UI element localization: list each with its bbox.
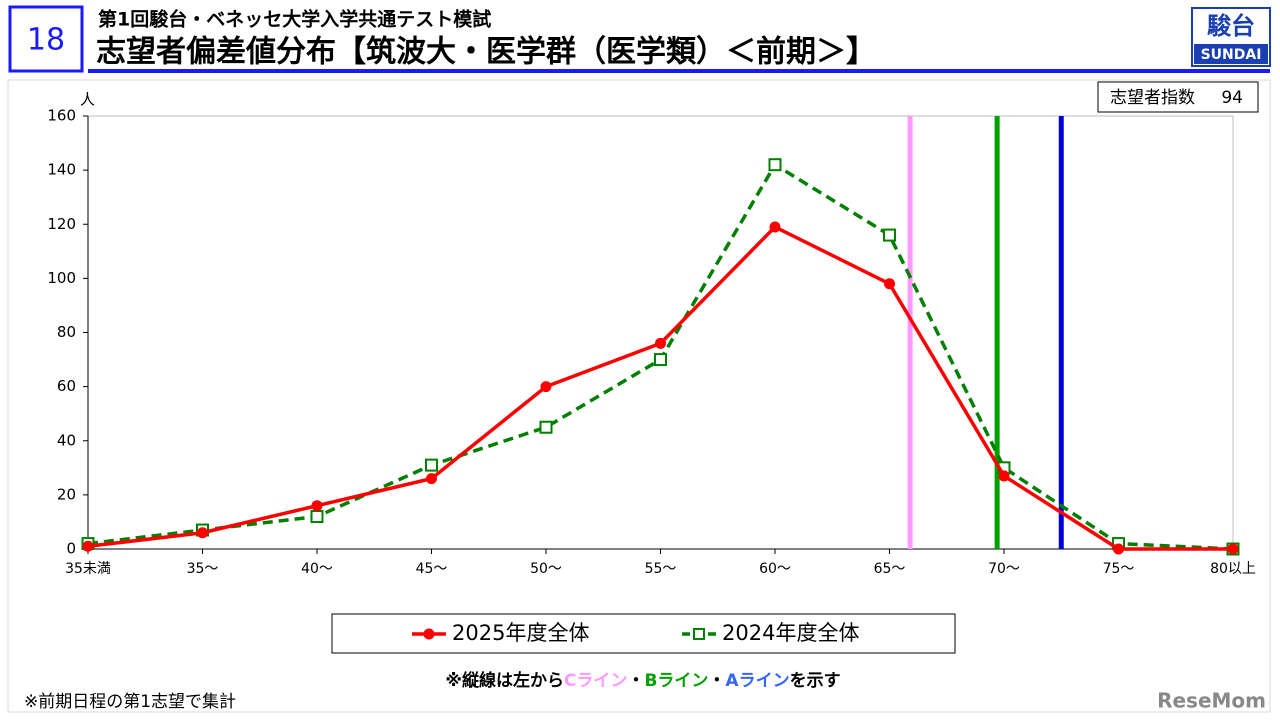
footnote: ※前期日程の第1志望で集計 <box>24 692 236 712</box>
point <box>769 221 781 233</box>
legend-marker <box>693 628 705 640</box>
note-part: Bライン <box>644 671 708 691</box>
note-part: ※縦線は左から <box>445 670 564 691</box>
x-tick-label: 50～ <box>530 561 562 577</box>
legend-label: 2025年度全体 <box>452 621 589 645</box>
index-box <box>1097 81 1259 113</box>
x-tick-label: 60～ <box>759 561 791 577</box>
point <box>311 500 323 512</box>
watermark: ReseMom <box>1157 689 1266 713</box>
number-box <box>8 5 84 73</box>
point <box>539 420 553 434</box>
point <box>197 527 208 539</box>
x-tick-label: 45～ <box>416 561 448 577</box>
point <box>426 473 437 485</box>
point <box>1113 543 1124 555</box>
y-tick-label: 160 <box>47 107 76 125</box>
y-tick-label: 20 <box>57 485 76 503</box>
chart-frame <box>7 79 1271 713</box>
note-part: を示す <box>790 671 841 691</box>
x-tick-label: 40～ <box>301 561 333 577</box>
index-value: 94 <box>1221 88 1243 108</box>
title: 志望者偏差値分布【筑波大・医学群（医学類）＜前期＞】 <box>96 35 876 70</box>
x-tick-label: 35未満 <box>65 561 111 577</box>
note: ※縦線は左からCライン・Bライン・Aラインを示す <box>445 670 840 691</box>
point <box>884 278 895 290</box>
point <box>540 381 552 393</box>
point <box>883 228 896 242</box>
note-part: ・ <box>627 671 644 691</box>
x-tick-label: 55～ <box>645 561 677 577</box>
point <box>998 470 1010 482</box>
logo-text: 駿台 <box>1207 12 1255 40</box>
subtitle: 第1回駿台・ベネッセ大学入学共通テスト模試 <box>98 8 491 31</box>
x-tick-label: 65～ <box>874 561 906 577</box>
header-rule <box>88 69 1270 73</box>
point <box>82 540 94 552</box>
point <box>655 337 666 349</box>
point <box>310 510 324 524</box>
legend-label: 2024年度全体 <box>722 621 859 645</box>
y-tick-label: 40 <box>57 431 76 449</box>
point <box>654 353 667 367</box>
y-tick-label: 100 <box>47 269 76 287</box>
y-tick-label: 140 <box>47 161 76 179</box>
x-tick-label: 35～ <box>187 561 219 577</box>
point <box>1227 543 1239 555</box>
y-tick-label: 60 <box>57 377 76 395</box>
note-part: ・ <box>708 671 725 691</box>
x-tick-label: 75～ <box>1103 561 1135 577</box>
x-tick-label: 70～ <box>988 561 1020 577</box>
y-unit: 人 <box>80 91 95 109</box>
y-tick-label: 120 <box>47 215 76 233</box>
note-part: Aライン <box>725 671 789 691</box>
point <box>425 458 438 472</box>
point <box>768 158 782 172</box>
slide-number: 18 <box>27 23 65 58</box>
logo-text: SUNDAI <box>1201 47 1262 63</box>
logo-band <box>1194 44 1268 64</box>
index-label: 志望者指数 <box>1110 88 1195 108</box>
x-tick-label: 80以上 <box>1210 561 1256 577</box>
note-part: Cライン <box>564 671 627 691</box>
y-tick-label: 0 <box>66 540 76 558</box>
y-tick-label: 80 <box>57 323 76 341</box>
legend-marker <box>423 628 435 640</box>
